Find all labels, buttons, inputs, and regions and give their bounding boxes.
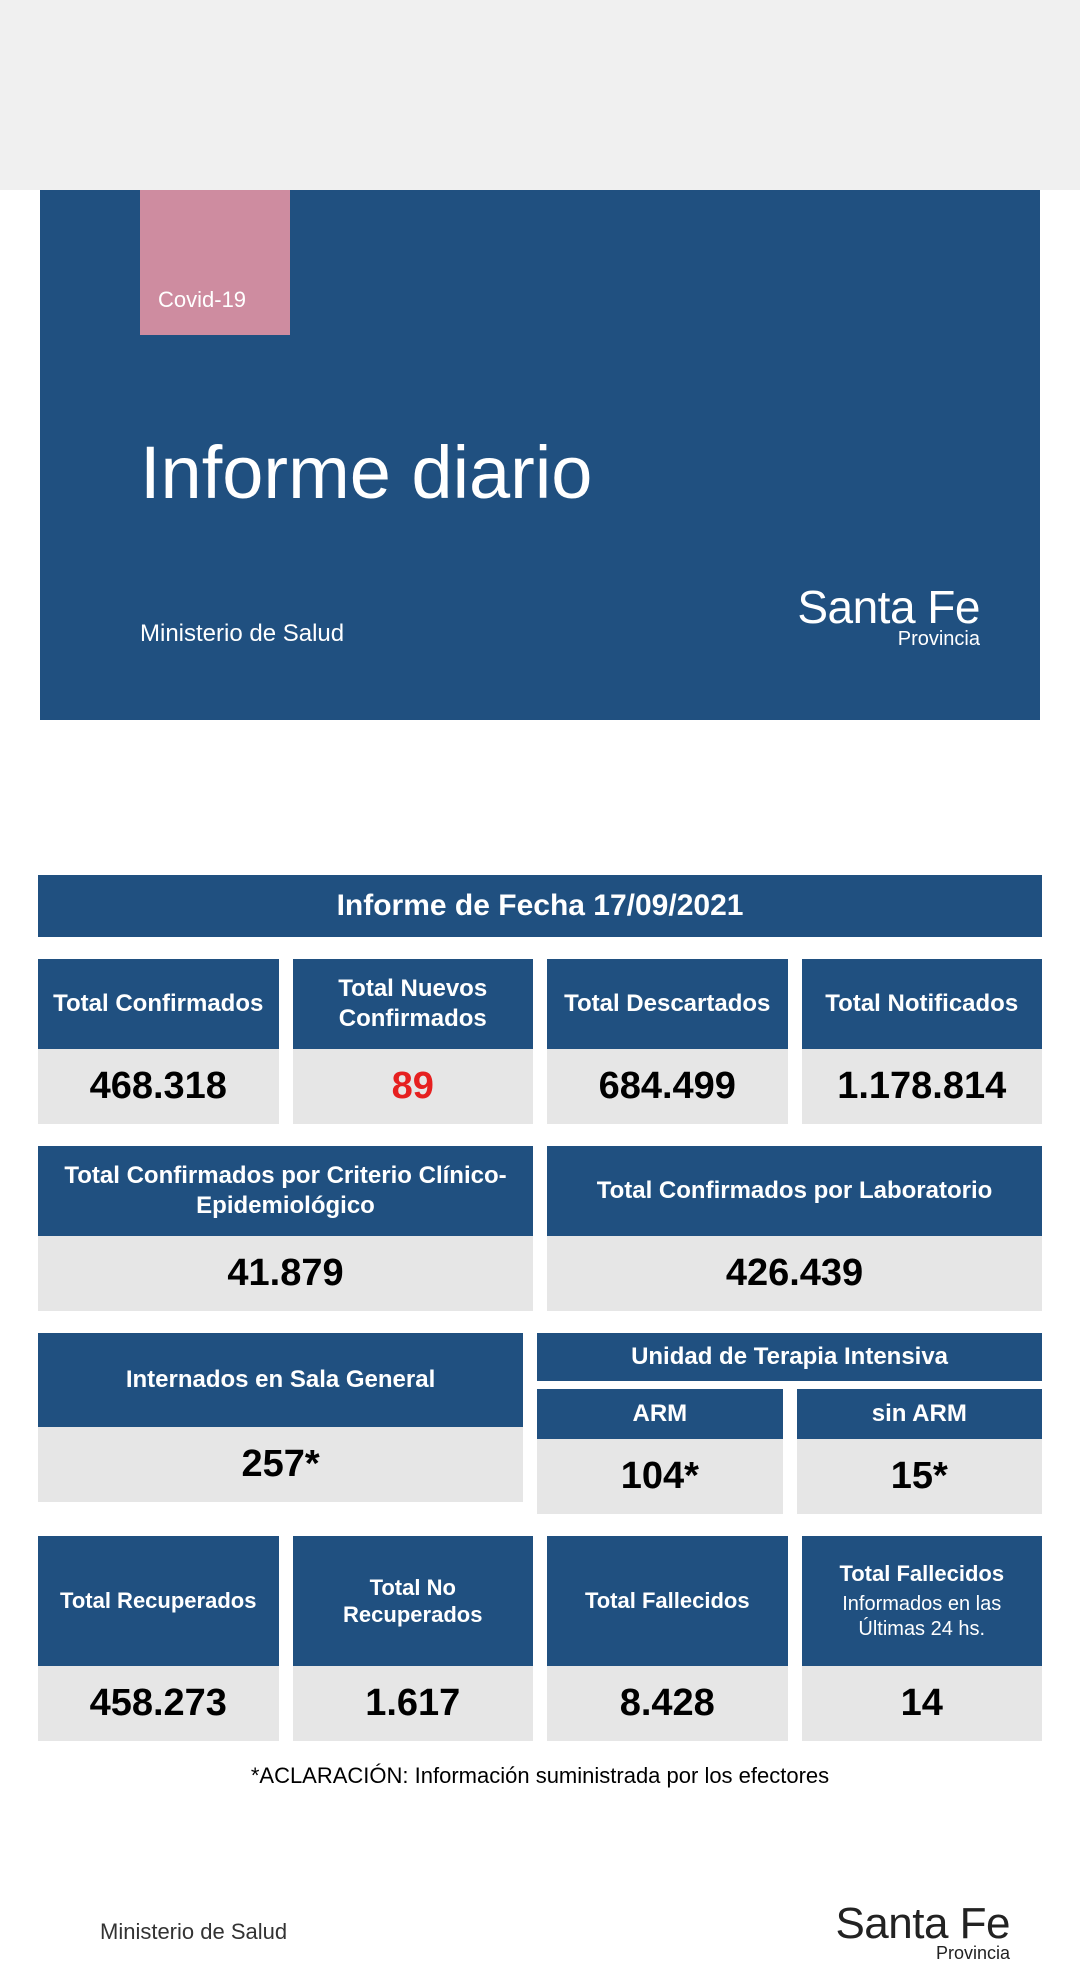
stat-value: 104*	[537, 1439, 782, 1514]
stat-header: ARM	[537, 1389, 782, 1439]
page-footer: Ministerio de Salud Santa Fe Provincia	[0, 1899, 1080, 1964]
stat-header: Total Notificados	[802, 959, 1043, 1049]
footer-ministry: Ministerio de Salud	[100, 1919, 287, 1945]
stat-uti: Unidad de Terapia Intensiva ARM 104* sin…	[537, 1333, 1042, 1514]
stat-value: 468.318	[38, 1049, 279, 1124]
stat-total-confirmados: Total Confirmados 468.318	[38, 959, 279, 1124]
stat-header: Total Confirmados	[38, 959, 279, 1049]
footer-logo: Santa Fe Provincia	[835, 1899, 1010, 1964]
stat-fallecidos-24h: Total Fallecidos Informados en las Últim…	[802, 1536, 1043, 1741]
stat-laboratorio: Total Confirmados por Laboratorio 426.43…	[547, 1146, 1042, 1311]
clarification-note: *ACLARACIÓN: Información suministrada po…	[38, 1763, 1042, 1789]
stat-value: 8.428	[547, 1666, 788, 1741]
stat-fallecidos: Total Fallecidos 8.428	[547, 1536, 788, 1741]
stat-value: 15*	[797, 1439, 1042, 1514]
stat-sin-arm: sin ARM 15*	[797, 1389, 1042, 1514]
stat-value: 684.499	[547, 1049, 788, 1124]
stat-header: Total Recuperados	[38, 1536, 279, 1666]
stat-header: Total Fallecidos Informados en las Últim…	[802, 1536, 1043, 1666]
stat-nuevos-confirmados: Total Nuevos Confirmados 89	[293, 959, 534, 1124]
stat-value: 89	[293, 1049, 534, 1124]
banner: Covid-19 Informe diario Ministerio de Sa…	[40, 190, 1040, 720]
stat-arm: ARM 104*	[537, 1389, 782, 1514]
logo-main-text: Santa Fe	[797, 580, 980, 634]
stat-header: Total No Recuperados	[293, 1536, 534, 1666]
page-subtitle: Ministerio de Salud	[140, 620, 344, 648]
stat-descartados: Total Descartados 684.499	[547, 959, 788, 1124]
uti-title: Unidad de Terapia Intensiva	[537, 1333, 1042, 1381]
stat-recuperados: Total Recuperados 458.273	[38, 1536, 279, 1741]
stat-value: 257*	[38, 1427, 523, 1502]
stat-notificados: Total Notificados 1.178.814	[802, 959, 1043, 1124]
stat-value: 426.439	[547, 1236, 1042, 1311]
covid-tag: Covid-19	[140, 190, 290, 335]
stat-row-4: Total Recuperados 458.273 Total No Recup…	[38, 1536, 1042, 1741]
stat-value: 14	[802, 1666, 1043, 1741]
stat-value: 1.178.814	[802, 1049, 1043, 1124]
stat-value: 458.273	[38, 1666, 279, 1741]
stat-value: 1.617	[293, 1666, 534, 1741]
provincia-logo: Santa Fe Provincia	[797, 580, 980, 651]
stat-criterio-clinico: Total Confirmados por Criterio Clínico-E…	[38, 1146, 533, 1311]
page-title: Informe diario	[140, 430, 592, 515]
footer-logo-main: Santa Fe	[835, 1899, 1010, 1949]
stat-no-recuperados: Total No Recuperados 1.617	[293, 1536, 534, 1741]
stat-header: Total Nuevos Confirmados	[293, 959, 534, 1049]
stat-row-3: Internados en Sala General 257* Unidad d…	[38, 1333, 1042, 1514]
stat-value: 41.879	[38, 1236, 533, 1311]
stat-header: Total Confirmados por Criterio Clínico-E…	[38, 1146, 533, 1236]
report-date-header: Informe de Fecha 17/09/2021	[38, 875, 1042, 937]
stat-header: Total Fallecidos	[547, 1536, 788, 1666]
stat-header: Internados en Sala General	[38, 1333, 523, 1427]
stat-header: sin ARM	[797, 1389, 1042, 1439]
stat-header-line1: Total Fallecidos	[808, 1560, 1037, 1588]
stat-header-line2: Informados en las Últimas 24 hs.	[808, 1592, 1037, 1642]
stat-header: Total Confirmados por Laboratorio	[547, 1146, 1042, 1236]
stat-header: Total Descartados	[547, 959, 788, 1049]
stat-row-2: Total Confirmados por Criterio Clínico-E…	[38, 1146, 1042, 1311]
stat-sala-general: Internados en Sala General 257*	[38, 1333, 523, 1514]
stat-row-1: Total Confirmados 468.318 Total Nuevos C…	[38, 959, 1042, 1124]
